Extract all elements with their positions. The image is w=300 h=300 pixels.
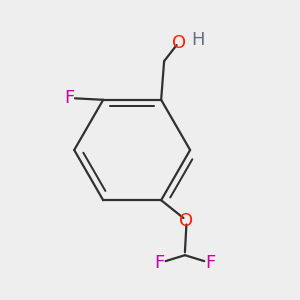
- Text: H: H: [191, 32, 205, 50]
- Text: F: F: [64, 89, 74, 107]
- Text: F: F: [154, 254, 165, 272]
- Text: O: O: [172, 34, 186, 52]
- Text: F: F: [205, 254, 215, 272]
- Text: O: O: [179, 212, 194, 230]
